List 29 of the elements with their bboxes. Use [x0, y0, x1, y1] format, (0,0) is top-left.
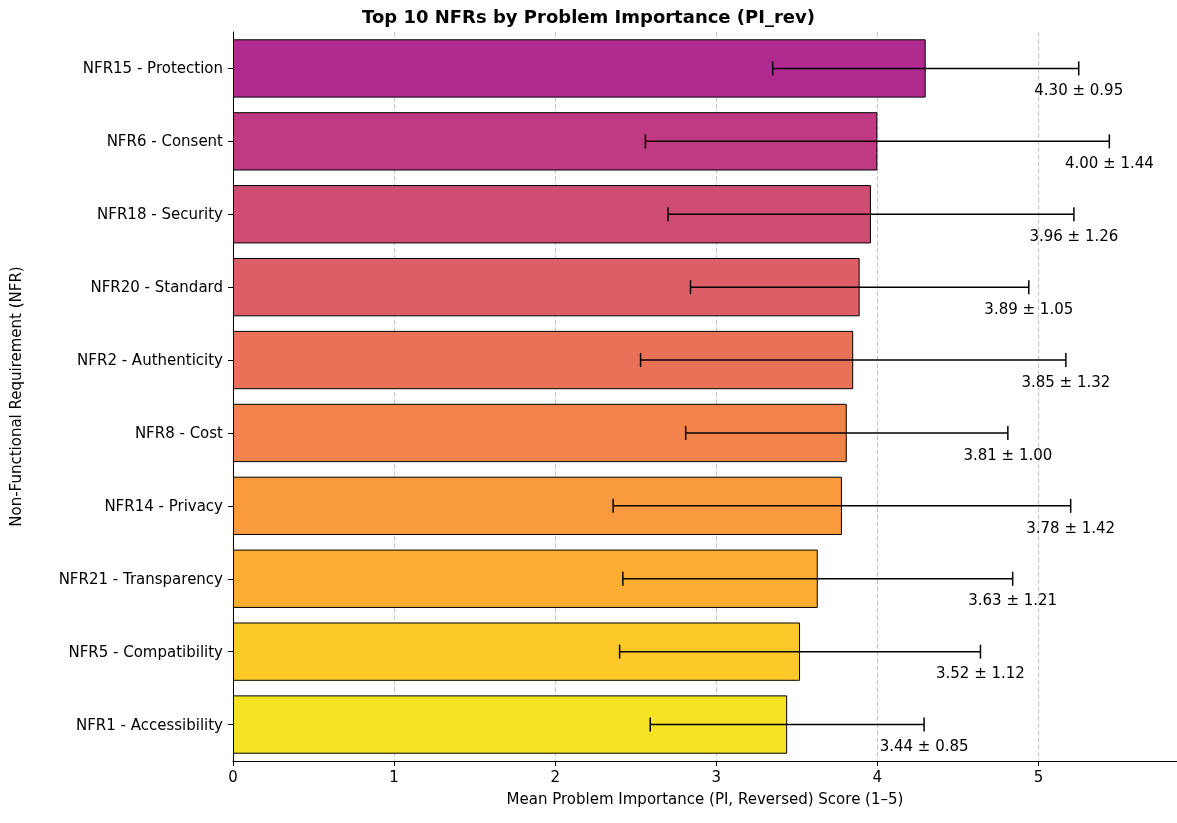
x-tick-label: 2	[550, 767, 560, 786]
x-axis-title: Mean Problem Importance (PI, Reversed) Score (1–5)	[506, 789, 904, 808]
chart-title: Top 10 NFRs by Problem Importance (PI_rev)	[362, 5, 815, 27]
y-tick-label: NFR5 - Compatibility	[68, 642, 224, 661]
y-tick-label: NFR15 - Protection	[82, 59, 223, 78]
annotation: 3.78 ± 1.42	[1026, 518, 1116, 537]
annotation: 3.96 ± 1.26	[1029, 226, 1119, 245]
x-tick-label: 4	[872, 767, 883, 786]
x-tick-label: 5	[1033, 767, 1044, 786]
y-tick-label: NFR21 - Transparency	[58, 569, 224, 588]
annotation: 3.63 ± 1.21	[968, 591, 1058, 610]
annotation: 4.00 ± 1.44	[1064, 154, 1154, 173]
y-axis-title: Non-Functional Requirement (NFR)	[6, 266, 25, 527]
annotation: 4.30 ± 0.95	[1034, 81, 1124, 100]
annotation: 3.85 ± 1.32	[1021, 372, 1111, 391]
y-tick-label: NFR6 - Consent	[106, 132, 224, 151]
x-tick-label: 1	[389, 767, 399, 786]
annotation: 3.52 ± 1.12	[936, 664, 1025, 683]
x-tick-label: 0	[228, 767, 238, 786]
y-tick-label: NFR14 - Privacy	[104, 496, 224, 515]
y-tick-label: NFR1 - Accessibility	[75, 715, 224, 734]
annotation: 3.44 ± 0.85	[879, 737, 969, 756]
y-tick-label: NFR18 - Security	[97, 205, 224, 224]
annotation: 3.89 ± 1.05	[984, 299, 1074, 318]
y-tick-label: NFR20 - Standard	[90, 278, 223, 297]
y-tick-label: NFR2 - Authenticity	[77, 351, 224, 370]
x-tick-label: 3	[711, 767, 722, 786]
y-tick-label: NFR8 - Cost	[134, 423, 224, 442]
annotation: 3.81 ± 1.00	[963, 445, 1053, 464]
